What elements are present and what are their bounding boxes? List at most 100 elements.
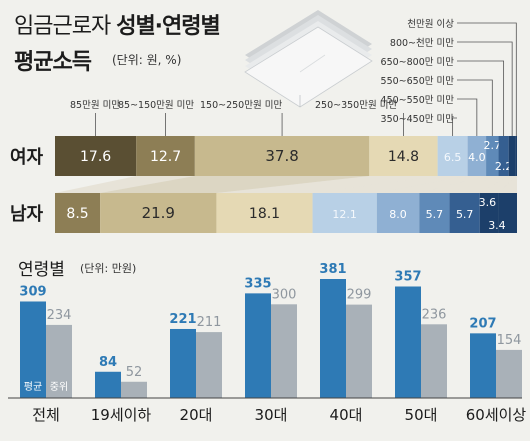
segment-label-r0-s1: 12.7 — [150, 149, 181, 165]
median-bar-6 — [496, 349, 522, 398]
gender-income-chart: 17.6 12.7 8.5 37.8 21.9 14.8 18.1 6.5 12.1 4.0 8.0… — [10, 19, 517, 233]
median-value-2: 211 — [197, 315, 222, 330]
segment-label-r1-s1: 8.5 — [66, 206, 88, 222]
segment-r1-s5 — [376, 193, 420, 233]
segment-label-r1-s2: 21.9 — [142, 204, 175, 222]
segment-r0-s1 — [136, 136, 195, 176]
median-bar-4 — [346, 304, 372, 398]
age-category-5: 50대 — [405, 406, 438, 424]
segment-r0-s7 — [498, 136, 509, 176]
avg-value-3: 335 — [244, 276, 271, 291]
side-bracket-leader-2 — [457, 60, 505, 136]
side-bracket-leader-5 — [452, 117, 457, 136]
segment-label-r0-s6: 2.7 — [484, 139, 502, 152]
segment-label-r1-s8: 3.6 — [479, 196, 497, 209]
side-bracket-label-1: 800~천만 미만 — [390, 38, 454, 49]
segment-label-r1-s5: 8.0 — [389, 208, 407, 221]
connector-8 — [479, 176, 516, 193]
chart-title-line2: 평균소득 — [14, 50, 92, 75]
segment-r0-s8 — [508, 136, 516, 176]
median-bar-5 — [421, 324, 447, 398]
side-bracket-leader-0 — [457, 22, 517, 136]
connector-7 — [449, 176, 509, 193]
age-category-1: 19세이하 — [91, 406, 152, 424]
segment-r0-s5 — [467, 136, 487, 176]
title-light-part: 임금근로자 — [14, 14, 111, 39]
segment-label-r0-s7: 2.2 — [495, 160, 513, 173]
side-bracket-label-2: 650~800만 미만 — [381, 57, 455, 68]
top-bracket-label-0: 85만원 미만 — [70, 100, 120, 111]
segment-r0-s0 — [55, 136, 137, 176]
median-value-0: 234 — [47, 308, 72, 323]
avg-bar-1 — [95, 371, 121, 398]
avg-bar-5 — [395, 286, 421, 398]
segment-r1-s6 — [419, 193, 450, 233]
row-label-0: 여자 — [10, 147, 44, 168]
segment-r0-s3 — [369, 136, 438, 176]
median-bar-2 — [196, 332, 222, 398]
segment-label-r0-s5: 4.0 — [468, 151, 486, 164]
connector-9 — [498, 176, 517, 193]
age-unit-label: (단위: 만원) — [80, 262, 137, 275]
title-bold-part: 성별·연령별 — [116, 14, 221, 39]
segment-r1-s3 — [216, 193, 313, 233]
connector-6 — [419, 176, 499, 193]
avg-value-1: 84 — [99, 355, 117, 370]
row-label-1: 남자 — [10, 204, 44, 225]
top-bracket-label-1: 85~150만원 미만 — [118, 100, 194, 111]
segment-r1-s9 — [498, 193, 517, 233]
side-bracket-label-5: 350~450만 미만 — [381, 114, 455, 125]
top-bracket-label-3: 250~350만원 미만 — [315, 100, 397, 111]
segment-r1-s8 — [479, 193, 499, 233]
median-bar-3 — [271, 304, 297, 398]
connector-5 — [376, 176, 487, 193]
median-value-4: 299 — [347, 288, 372, 303]
avg-value-6: 207 — [469, 316, 496, 331]
segment-r0-s4 — [437, 136, 468, 176]
side-bracket-leader-1 — [457, 41, 513, 136]
segment-label-r0-s4: 6.5 — [444, 151, 462, 164]
avg-bar-3 — [245, 293, 271, 398]
median-value-1: 52 — [126, 365, 143, 380]
connector-1 — [55, 176, 195, 193]
side-bracket-label-0: 천만원 이상 — [407, 19, 454, 30]
segment-label-r1-s7: 5.7 — [456, 208, 474, 221]
avg-bar-6 — [470, 333, 496, 398]
side-bracket-leader-3 — [457, 79, 493, 136]
segment-r0-s9 — [515, 136, 517, 176]
age-category-6: 60세이상 — [466, 406, 527, 424]
connector-2 — [100, 176, 370, 193]
segment-label-r0-s3: 14.8 — [388, 149, 419, 165]
median-bar-0 — [46, 324, 72, 398]
median-value-3: 300 — [272, 287, 297, 302]
segment-label-r0-s2: 37.8 — [265, 147, 298, 165]
gender-unit-label: (단위: 원, %) — [112, 53, 182, 67]
segment-r1-s2 — [100, 193, 217, 233]
segment-label-r1-s3: 18.1 — [249, 206, 280, 222]
age-category-3: 30대 — [255, 406, 288, 424]
connector-4 — [312, 176, 468, 193]
avg-value-0: 309 — [19, 284, 46, 299]
segment-r0-s2 — [194, 136, 370, 176]
median-value-5: 236 — [422, 307, 447, 322]
segment-r1-s1 — [55, 193, 101, 233]
segment-label-r1-s4: 12.1 — [332, 208, 357, 221]
side-bracket-leader-4 — [457, 98, 478, 136]
avg-bar-4 — [320, 279, 346, 398]
top-bracket-label-2: 150~250만원 미만 — [200, 100, 282, 111]
side-bracket-label-4: 450~550만 미만 — [381, 95, 455, 106]
connector-3 — [216, 176, 438, 193]
avg-bar-2 — [170, 328, 196, 398]
age-category-0: 전체 — [32, 406, 60, 424]
side-bracket-label-3: 550~650만 미만 — [381, 76, 455, 87]
segment-r1-s7 — [449, 193, 480, 233]
age-category-4: 40대 — [330, 406, 363, 424]
segment-r0-s6 — [486, 136, 499, 176]
median-value-6: 154 — [497, 333, 522, 348]
segment-label-r1-s9: 3.4 — [488, 219, 506, 232]
avg-value-4: 381 — [319, 262, 346, 277]
legend-median: 중위 — [50, 380, 68, 393]
age-section-title: 연령별 — [18, 260, 65, 280]
segment-label-r1-s6: 5.7 — [426, 208, 444, 221]
